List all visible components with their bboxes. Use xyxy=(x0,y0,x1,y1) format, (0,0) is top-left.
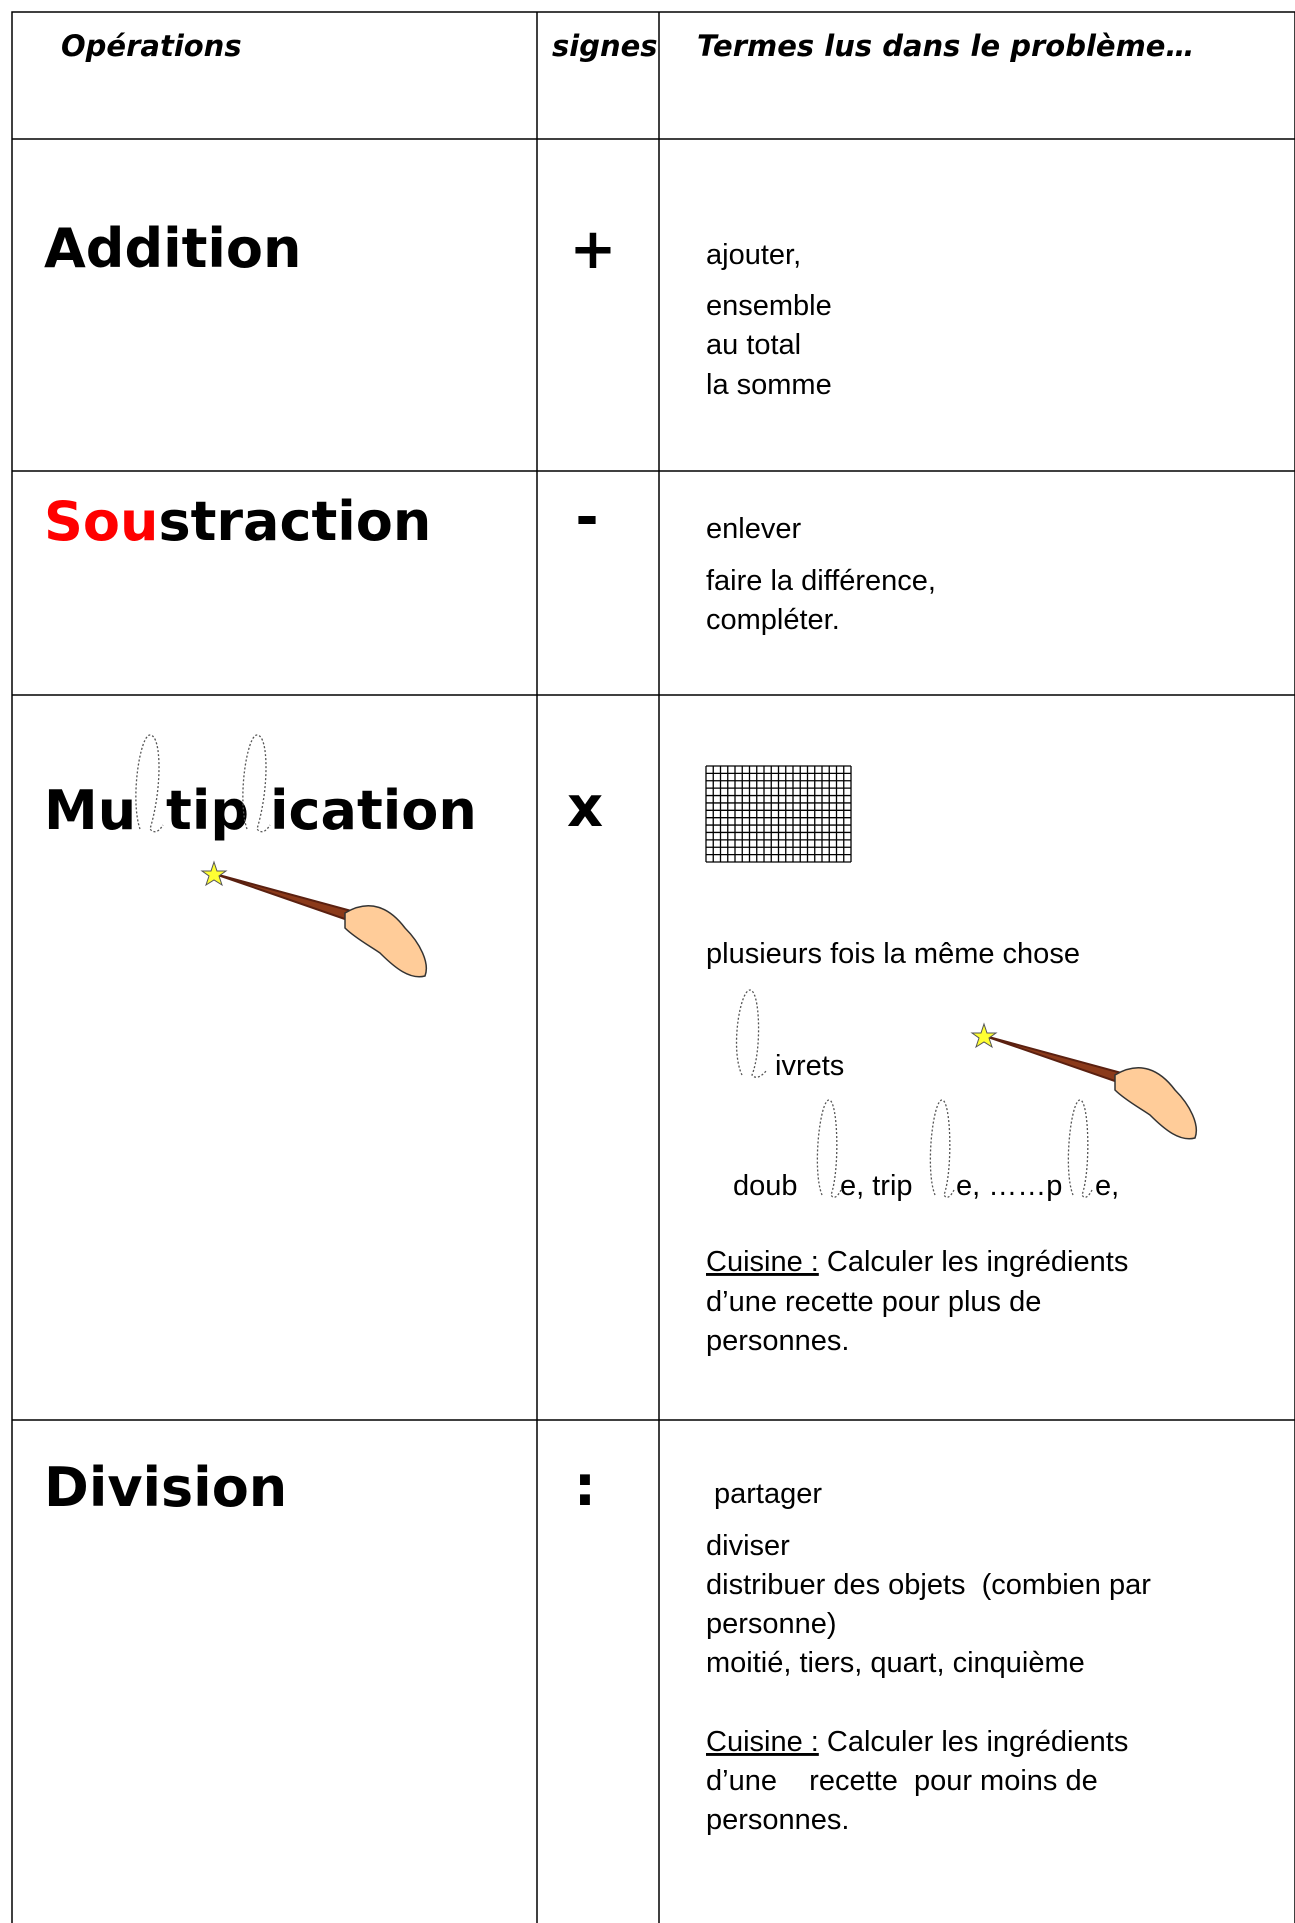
operation: Soustraction xyxy=(44,490,431,553)
sign: - xyxy=(575,485,598,550)
header-operations: Opérations xyxy=(61,29,242,63)
sign: : xyxy=(574,1454,596,1519)
magic-wand xyxy=(970,1022,1197,1140)
term: la somme xyxy=(706,369,832,401)
dotted-loop xyxy=(1067,1099,1093,1198)
cuisine-line: Cuisine : Calculer les ingrédients xyxy=(706,1246,1128,1278)
table-rules xyxy=(11,11,1295,1923)
term: partager xyxy=(714,1478,822,1510)
term: ensemble xyxy=(706,290,832,322)
operation-red: Sou xyxy=(44,490,158,553)
header-signs: signes xyxy=(552,29,658,63)
cuisine-text: personnes. xyxy=(706,1804,850,1836)
sign: x xyxy=(567,775,603,840)
grid-icon xyxy=(705,765,852,863)
cuisine-text: Calculer les ingrédients xyxy=(827,1246,1128,1278)
dotted-loop xyxy=(735,989,768,1078)
dotted-loop xyxy=(242,734,271,833)
operation-part: tip xyxy=(166,779,249,842)
cuisine-text: d’une recette pour plus de xyxy=(706,1286,1041,1318)
term: faire la différence, xyxy=(706,565,936,597)
cuisine-text: d’une recette pour moins de xyxy=(706,1765,1098,1797)
term: ajouter, xyxy=(706,239,801,271)
term: personne) xyxy=(706,1608,837,1640)
cuisine-text: Calculer les ingrédients xyxy=(827,1726,1128,1758)
operation: Addition xyxy=(44,217,301,280)
term: au total xyxy=(706,329,801,361)
dotted-loop xyxy=(135,734,164,833)
dotted-loop xyxy=(816,1099,842,1198)
operation-part: Mu xyxy=(44,779,136,842)
term-part: e, ……p xyxy=(956,1170,1062,1202)
term-part: e, trip xyxy=(840,1170,913,1202)
cuisine-label: Cuisine : xyxy=(706,1726,819,1758)
dotted-loop xyxy=(929,1099,955,1198)
term: ivrets xyxy=(775,1050,844,1082)
term: diviser xyxy=(706,1530,790,1562)
sign: + xyxy=(570,217,617,282)
magic-wand xyxy=(200,860,427,978)
term: plusieurs fois la même chose xyxy=(706,938,1080,970)
term: compléter. xyxy=(706,604,840,636)
term: enlever xyxy=(706,513,801,545)
cuisine-text: personnes. xyxy=(706,1325,850,1357)
header-terms: Termes lus dans le problème… xyxy=(697,29,1194,63)
operation-part: ication xyxy=(270,779,477,842)
cuisine-label: Cuisine : xyxy=(706,1246,819,1278)
cuisine-line: Cuisine : Calculer les ingrédients xyxy=(706,1726,1128,1758)
term: distribuer des objets (combien par xyxy=(706,1569,1151,1601)
term-part: doub xyxy=(733,1170,798,1202)
term-part: e, xyxy=(1095,1170,1119,1202)
operation-rest: straction xyxy=(158,490,431,553)
term: moitié, tiers, quart, cinquième xyxy=(706,1647,1085,1679)
operation: Division xyxy=(44,1456,287,1519)
